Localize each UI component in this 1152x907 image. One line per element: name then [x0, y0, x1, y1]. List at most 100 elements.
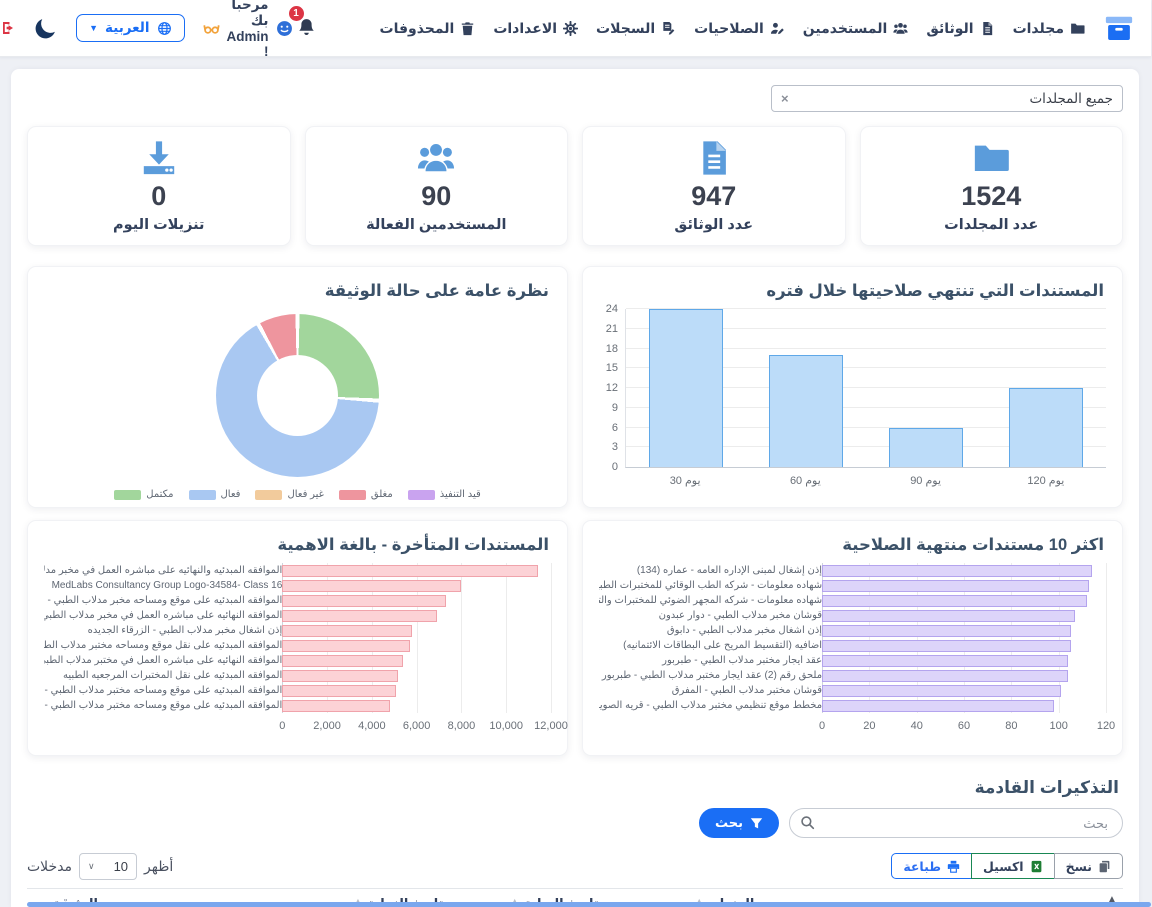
stat-label: تنزيلات اليوم — [114, 216, 206, 233]
x-axis-label: 90 يوم — [911, 475, 943, 487]
nav-item-documents[interactable]: الوثائق — [927, 20, 995, 37]
nav-item-users[interactable]: المستخدمين — [804, 20, 910, 37]
stat-value: 1524 — [962, 181, 1023, 212]
excel-button[interactable]: اكسيل — [972, 853, 1055, 879]
bar-row-4 — [823, 609, 1077, 622]
expiring-docs-chart-card: المستندات التي تنتهي صلاحيتها خلال فتره … — [583, 266, 1124, 508]
x-axis-tick: 6,000 — [403, 720, 432, 732]
x-axis-tick: 120 — [1097, 720, 1117, 732]
legend-label: مغلق — [371, 489, 394, 500]
x-axis-label: 60 يوم — [790, 475, 822, 487]
bar-row-5 — [283, 624, 414, 637]
welcome-text: مرحبا بك Admin ! — [227, 0, 270, 59]
bar-row-1 — [823, 564, 1093, 577]
bar-row-3 — [823, 594, 1089, 607]
category-label: الموافقه المبدئيه على موقع ومساحه مختبر … — [45, 700, 284, 711]
stat-value: 947 — [692, 181, 738, 212]
language-switcher[interactable]: العربية ▼ — [77, 14, 186, 42]
category-label: قوشان مخبر مدلاب الطبي - دوار عبدون — [659, 610, 824, 621]
search-button[interactable]: بحث — [699, 808, 780, 838]
download-icon — [139, 139, 181, 177]
filter-row: جميع المجلدات × — [28, 85, 1124, 112]
sort-ascending-icon[interactable]: ▲ — [1108, 894, 1118, 905]
nav-item-settings[interactable]: الاعدادات — [494, 20, 580, 37]
stat-card-downloads-today: 0 تنزيلات اليوم — [28, 126, 292, 246]
chart-title: المستندات التي تنتهي صلاحيتها خلال فتره — [767, 282, 1105, 300]
nav-item-label: المستخدمين — [803, 19, 889, 36]
x-axis-tick: 12,000 — [535, 720, 569, 732]
bar-row-10 — [283, 699, 391, 712]
welcome-message: مرحبا بك Admin ! — [203, 0, 294, 59]
notifications-button[interactable]: 1 — [289, 6, 321, 43]
legend-swatch — [408, 489, 436, 500]
excel-label: اكسيل — [984, 859, 1025, 874]
category-label: اضافيه (التقسيط المريح على البطاقات الائ… — [624, 640, 824, 651]
folder-icon — [1071, 21, 1086, 36]
chart-title: المستندات المتأخرة - بالغة الاهمية — [278, 536, 550, 554]
horizontal-scrollbar[interactable] — [28, 902, 1152, 907]
category-label: قوشان مختبر مدلاب الطبي - المفرق — [672, 685, 824, 696]
x-axis-tick: 100 — [1050, 720, 1069, 732]
legend-label: فعال — [221, 489, 242, 500]
x-axis-tick: 4,000 — [359, 720, 387, 732]
expired-top10-hbar-chart: إذن إشغال لمبنى الإداره العامه - عماره (… — [600, 563, 1116, 736]
trash-icon — [461, 21, 476, 36]
print-icon — [948, 860, 961, 873]
copy-button[interactable]: نسخ — [1054, 853, 1124, 879]
nav-item-records[interactable]: السجلات — [597, 20, 677, 37]
clear-filter-icon[interactable]: × — [782, 91, 790, 106]
filter-icon — [751, 817, 764, 830]
donut-graphic — [217, 314, 380, 477]
print-label: طباعة — [904, 859, 943, 874]
nav-item-deleted[interactable]: المحذوفات — [381, 20, 477, 37]
nav-item-folders[interactable]: مجلدات — [1014, 20, 1086, 37]
legend-label: غير فعال — [288, 489, 325, 500]
page-length-control: أظهر 10 ∨ مدخلات — [28, 853, 174, 880]
dark-mode-toggle[interactable] — [35, 16, 59, 40]
legend-item[interactable]: مكتمل — [115, 489, 175, 500]
bar-row-10 — [823, 699, 1055, 712]
users-icon — [416, 139, 458, 177]
page-length-select[interactable]: 10 ∨ — [80, 853, 139, 880]
reminders-table-header: ▲ العنوان ▲▼ تاريخ البداية ▲▼ تاريخ النه… — [28, 888, 1124, 907]
nav-item-label: الوثائق — [927, 19, 975, 36]
legend-swatch — [339, 489, 367, 500]
expiring-docs-bar-chart: 0 3 6 9 12 15 18 21 24 30 يوم 60 يوم 90 يوم 120 يوم — [600, 303, 1107, 487]
top-navbar: مجلدات الوثائق المستخدمين الصلاحيات السجلات ا… — [0, 0, 1152, 59]
legend-item[interactable]: مغلق — [339, 489, 394, 500]
file-icon — [694, 139, 736, 177]
legend-item[interactable]: غير فعال — [256, 489, 325, 500]
bar-row-7 — [823, 654, 1070, 667]
bar-row-1 — [283, 564, 539, 577]
legend-item[interactable]: قيد التنفيذ — [408, 489, 482, 500]
x-axis-tick: 2,000 — [314, 720, 342, 732]
legend-item[interactable]: فعال — [189, 489, 242, 500]
reminders-search-input[interactable] — [790, 808, 1124, 838]
x-axis-tick: 8,000 — [448, 720, 477, 732]
legend-swatch — [256, 489, 284, 500]
x-axis-label: 120 يوم — [1028, 475, 1066, 487]
bell-icon — [298, 17, 317, 36]
bar-60 يوم — [769, 355, 845, 467]
notifications-badge: 1 — [289, 6, 305, 21]
logout-button[interactable]: الخروج — [0, 20, 17, 37]
stats-row: 1524 عدد المجلدات 947 عدد الوثائق 90 المستخدم… — [28, 126, 1124, 246]
gear-icon — [564, 20, 580, 36]
entries-label: مدخلات — [28, 858, 74, 874]
bar-row-9 — [283, 684, 398, 697]
column-header-document[interactable]: الوثيقة — [54, 896, 99, 907]
nav-item-permissions[interactable]: الصلاحيات — [695, 20, 786, 37]
folder-filter-select[interactable]: جميع المجلدات × — [772, 85, 1124, 112]
bar-row-8 — [823, 669, 1070, 682]
nav-main: مجلدات الوثائق المستخدمين الصلاحيات السجلات ا… — [289, 6, 1137, 44]
show-label: أظهر — [145, 858, 175, 874]
print-button[interactable]: طباعة — [892, 853, 973, 879]
column-label: الوثيقة — [54, 896, 99, 907]
bar-90 يوم — [889, 427, 965, 467]
dashboard-container: جميع المجلدات × 1524 عدد المجلدات 947 عدد ا… — [12, 69, 1140, 907]
stat-card-documents: 947 عدد الوثائق — [583, 126, 847, 246]
category-label: شهاده معلومات - شركه الطب الوقائي للمختب… — [600, 580, 824, 591]
app-logo[interactable] — [1104, 12, 1136, 44]
x-axis-tick: 80 — [1006, 720, 1019, 732]
language-label: العربية — [106, 20, 151, 35]
